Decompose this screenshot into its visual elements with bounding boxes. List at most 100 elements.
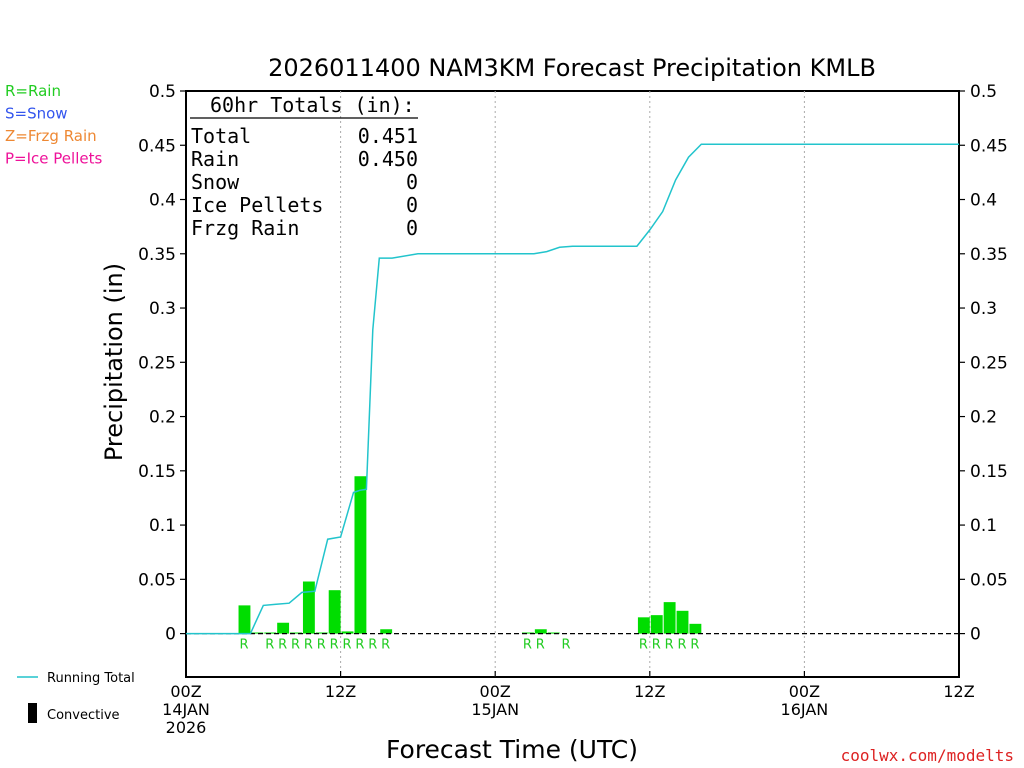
precip-bar	[341, 631, 354, 634]
y-tick-label-left: 0.25	[138, 353, 176, 373]
totals-heading: 60hr Totals (in):	[210, 93, 415, 117]
y-tick-label-right: 0	[970, 625, 981, 645]
totals-row-value: 0	[406, 170, 418, 194]
bar-series	[238, 476, 702, 634]
ptype-mark: R	[368, 638, 377, 653]
precip-bar	[676, 610, 689, 634]
ptype-mark: R	[523, 638, 532, 653]
ptype-mark: R	[652, 638, 661, 653]
ptype-mark: R	[381, 638, 390, 653]
x-tick-label: 16JAN	[781, 700, 829, 719]
precip-bar	[547, 632, 560, 634]
precip-bar	[251, 632, 264, 634]
ptype-mark: R	[677, 638, 686, 653]
ptype-mark: R	[562, 638, 571, 653]
y-tick-label-right: 0.5	[970, 82, 997, 102]
precip-bar	[650, 615, 663, 634]
x-tick-label: 00Z	[480, 682, 511, 701]
precip-bar	[663, 602, 676, 634]
y-tick-label-left: 0.45	[138, 136, 176, 156]
convective-legend-label: Convective	[47, 708, 120, 723]
y-tick-label-right: 0.3	[970, 299, 997, 319]
ptype-mark: R	[639, 638, 648, 653]
x-tick-label: 12Z	[943, 682, 974, 701]
y-tick-label-right: 0.2	[970, 408, 997, 428]
ptype-mark: R	[291, 638, 300, 653]
x-axis-label: Forecast Time (UTC)	[386, 735, 638, 764]
precip-bar	[534, 629, 547, 634]
y-tick-label-right: 0.4	[970, 191, 997, 211]
y-axis-label: Precipitation (in)	[100, 263, 128, 461]
running-total-legend-label: Running Total	[47, 671, 135, 686]
plot-frame	[185, 90, 960, 678]
x-tick-label: 2026	[166, 718, 207, 737]
precip-bar	[380, 629, 393, 634]
y-tick-label-left: 0	[165, 625, 176, 645]
precip-bar	[521, 632, 534, 634]
y-axis-ticks: 0.5 0.5 0.45 0.45 0.4 0.4 0.35 0.35 0.3 0.3 0.25 0.…	[138, 82, 1008, 645]
x-tick-label: 12Z	[325, 682, 356, 701]
ptype-key-item: P=Ice Pellets	[5, 150, 102, 168]
totals-box: 60hr Totals (in): Total 0.451 Rain 0.450 Sno…	[190, 93, 418, 240]
precip-bar	[354, 476, 367, 634]
totals-row-value: 0.450	[358, 147, 418, 171]
ptype-key-item: Z=Frzg Rain	[5, 127, 97, 145]
ptype-mark: R	[330, 638, 339, 653]
totals-row-label: Rain	[191, 147, 239, 171]
x-tick-label: 12Z	[634, 682, 665, 701]
y-tick-label-right: 0.25	[970, 353, 1008, 373]
y-tick-label-right: 0.05	[970, 570, 1008, 590]
totals-row-label: Ice Pellets	[191, 193, 323, 217]
x-tick-label: 00Z	[789, 682, 820, 701]
totals-row-label: Snow	[191, 170, 240, 194]
chart-title: 2026011400 NAM3KM Forecast Precipitation…	[268, 54, 876, 82]
totals-row-value: 0	[406, 216, 418, 240]
totals-row-value: 0.451	[358, 124, 418, 148]
y-tick-label-left: 0.15	[138, 462, 176, 482]
totals-row-label: Frzg Rain	[191, 216, 299, 240]
precip-bar	[328, 590, 341, 634]
ptype-key: R=Rain S=Snow Z=Frzg Rain P=Ice Pellets	[5, 82, 102, 168]
ptype-mark: R	[343, 638, 352, 653]
ptype-mark: R	[665, 638, 674, 653]
y-tick-label-left: 0.2	[149, 408, 176, 428]
y-tick-label-right: 0.15	[970, 462, 1008, 482]
y-tick-label-right: 0.45	[970, 136, 1008, 156]
totals-rows: Total 0.451 Rain 0.450 Snow 0 Ice Pellets 0 Frzg…	[191, 124, 418, 240]
credit-link[interactable]: coolwx.com/modelts	[841, 746, 1014, 765]
ptype-mark: R	[265, 638, 274, 653]
totals-row-label: Total	[191, 124, 251, 148]
convective-legend-swatch	[28, 703, 37, 723]
y-tick-label-left: 0.5	[149, 82, 176, 102]
ptype-mark: R	[536, 638, 545, 653]
precip-bar	[689, 623, 702, 634]
ptype-key-item: R=Rain	[5, 82, 61, 100]
totals-row-value: 0	[406, 193, 418, 217]
ptype-mark: R	[239, 638, 248, 653]
precip-bar	[277, 622, 290, 634]
ptype-mark: R	[278, 638, 287, 653]
precip-bar	[290, 632, 302, 634]
ptype-mark: R	[304, 638, 313, 653]
y-tick-label-left: 0.3	[149, 299, 176, 319]
running-total-line	[186, 143, 959, 635]
y-tick-label-left: 0.1	[149, 516, 176, 536]
precip-bar	[302, 581, 315, 634]
x-tick-label: 15JAN	[471, 700, 519, 719]
y-tick-label-right: 0.1	[970, 516, 997, 536]
precip-bar	[315, 632, 328, 634]
y-tick-label-left: 0.05	[138, 570, 176, 590]
ptype-mark: R	[355, 638, 364, 653]
ptype-key-item: S=Snow	[5, 105, 68, 123]
ptype-mark: R	[690, 638, 699, 653]
y-tick-label-left: 0.4	[149, 191, 176, 211]
x-tick-label: 14JAN	[162, 700, 210, 719]
x-tick-label: 00Z	[170, 682, 201, 701]
legend: Running Total Convective	[17, 671, 135, 723]
y-tick-label-left: 0.35	[138, 245, 176, 265]
precip-bar	[637, 617, 650, 634]
precip-bar	[238, 605, 251, 634]
